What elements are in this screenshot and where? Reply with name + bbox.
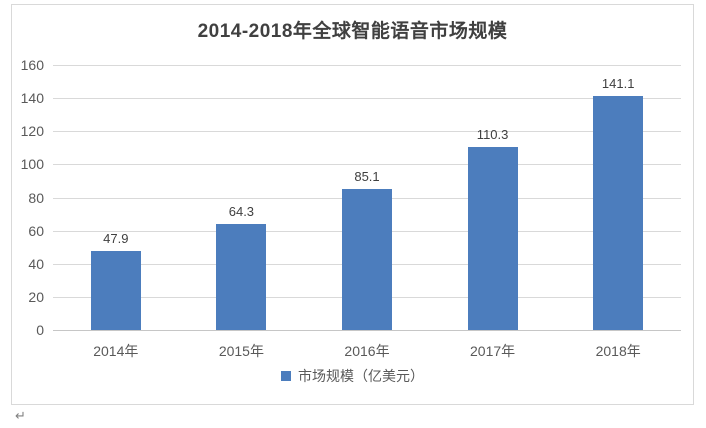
legend-marker-icon bbox=[281, 371, 291, 381]
x-tick-label: 2014年 bbox=[93, 343, 139, 359]
y-tick-label: 120 bbox=[20, 123, 44, 140]
y-tick-label: 60 bbox=[28, 222, 44, 239]
bar bbox=[216, 223, 267, 330]
y-tick-label: 40 bbox=[28, 255, 44, 272]
legend-label: 市场规模（亿美元） bbox=[298, 368, 424, 384]
chart-object[interactable]: 2014-2018年全球智能语音市场规模 0 20 40 60 80 100 120 140 1… bbox=[11, 4, 694, 405]
x-tick-label: 2017年 bbox=[470, 343, 516, 359]
x-tick-label: 2016年 bbox=[344, 343, 390, 359]
gridline bbox=[53, 164, 681, 166]
y-tick-label: 20 bbox=[28, 288, 44, 305]
bar-value-label: 64.3 bbox=[228, 203, 255, 219]
chart-title: 2014-2018年全球智能语音市场规模 bbox=[197, 21, 508, 42]
bar-value-label: 110.3 bbox=[476, 127, 509, 143]
y-tick-label: 80 bbox=[28, 189, 44, 206]
y-tick-label: 100 bbox=[20, 156, 44, 173]
bar-value-label: 47.9 bbox=[103, 230, 129, 246]
paragraph-return-icon: ↵ bbox=[15, 409, 26, 424]
y-tick-label: 160 bbox=[20, 57, 44, 73]
bar bbox=[90, 250, 141, 330]
x-tick-label: 2018年 bbox=[595, 343, 641, 359]
gridline bbox=[53, 98, 681, 100]
y-tick-label: 0 bbox=[36, 322, 44, 338]
chart-legend: 市场规模（亿美元） bbox=[12, 366, 693, 386]
bar bbox=[342, 189, 392, 330]
gridline bbox=[53, 65, 681, 66]
bar-value-label: 141.1 bbox=[601, 76, 635, 92]
y-tick-label: 140 bbox=[20, 90, 44, 107]
plot-area: 0 20 40 60 80 100 120 140 160 47.9 2014年 64.3 2015年 8… bbox=[21, 57, 681, 359]
bar-value-label: 85.1 bbox=[354, 169, 380, 185]
gridline bbox=[53, 131, 681, 133]
x-tick-label: 2015年 bbox=[218, 343, 264, 359]
bar bbox=[467, 147, 518, 330]
bar bbox=[593, 96, 644, 330]
x-axis-line bbox=[53, 330, 681, 331]
